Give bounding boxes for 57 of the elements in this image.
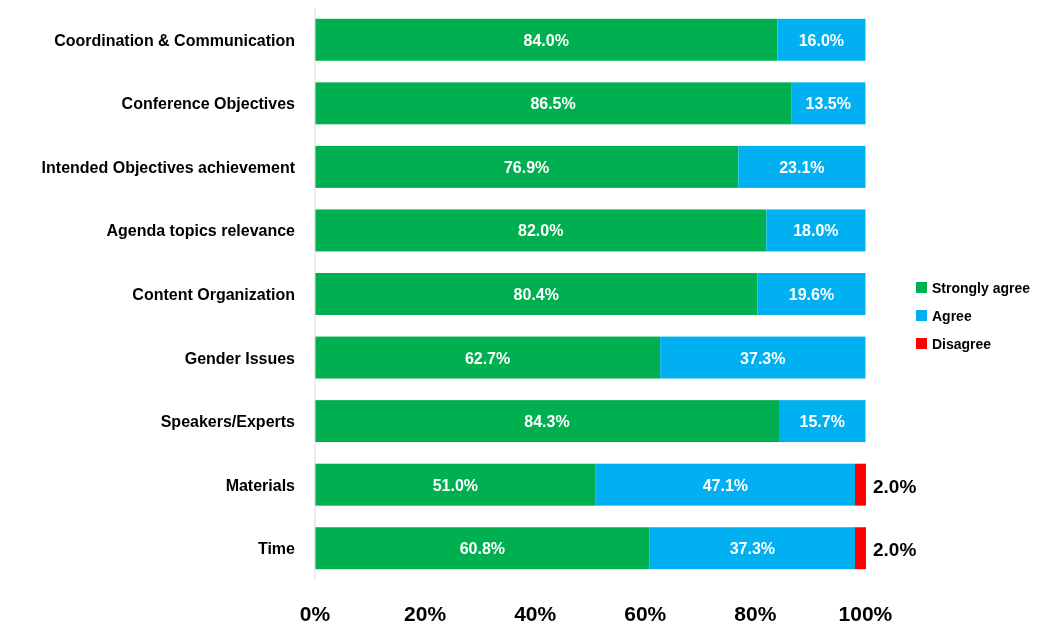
data-label: 51.0% [432, 476, 479, 494]
bar [315, 527, 650, 570]
y-tick-label: Gender Issues [184, 349, 296, 367]
data-label: 37.3% [740, 349, 786, 367]
legend-label: Agree [932, 308, 972, 324]
bar [854, 463, 866, 506]
data-label: 13.5% [805, 95, 851, 113]
bar [315, 273, 758, 315]
data-label: 84.0% [523, 31, 569, 49]
x-tick-label: 60% [624, 602, 667, 625]
data-label: 80.4% [513, 286, 559, 303]
legend-label: Disagree [932, 336, 992, 352]
bar [315, 145, 739, 188]
bar [315, 18, 778, 61]
data-label: 2.0% [873, 475, 917, 497]
bar [595, 463, 855, 506]
data-label: 82.0% [518, 222, 564, 240]
bar [660, 336, 866, 379]
x-tick-label: 80% [734, 602, 777, 625]
bar [315, 209, 767, 252]
x-tick-label: 100% [838, 602, 893, 625]
bar [777, 18, 866, 61]
bar [854, 527, 866, 570]
data-label: 86.5% [530, 95, 576, 113]
data-label: 84.3% [524, 413, 570, 431]
data-label: 47.1% [702, 476, 749, 494]
bar [766, 209, 866, 252]
y-tick-label: Conference Objectives [121, 95, 296, 113]
y-tick-label: Agenda topics relevance [106, 222, 296, 240]
y-tick-label: Intended Objectives achievement [41, 158, 296, 176]
data-label: 16.0% [798, 31, 845, 49]
x-tick-label: 0% [299, 602, 331, 625]
data-label: 37.3% [729, 540, 776, 558]
data-label: 60.8% [459, 540, 506, 558]
bar [315, 400, 780, 443]
y-tick-label: Coordination & Communication [54, 31, 295, 49]
data-label: 19.6% [788, 286, 835, 303]
data-label: 62.7% [464, 349, 511, 367]
data-label: 15.7% [799, 413, 845, 431]
y-tick-label: Materials [225, 476, 296, 494]
bar [649, 527, 855, 570]
data-label: 76.9% [503, 158, 550, 176]
bar [315, 82, 792, 125]
y-tick-label: Time [257, 540, 296, 558]
bar [315, 463, 596, 506]
y-tick-label: Content Organization [132, 286, 295, 303]
bar [738, 145, 866, 188]
data-label: 18.0% [793, 222, 839, 240]
data-label: 2.0% [873, 539, 917, 561]
bar [779, 400, 866, 443]
bar [757, 273, 866, 315]
x-tick-label: 40% [514, 602, 557, 625]
legend-label: Strongly agree [932, 280, 1031, 296]
x-tick-label: 20% [404, 602, 447, 625]
y-tick-label: Speakers/Experts [160, 413, 296, 431]
data-label: 23.1% [779, 158, 825, 176]
bar [315, 336, 661, 379]
